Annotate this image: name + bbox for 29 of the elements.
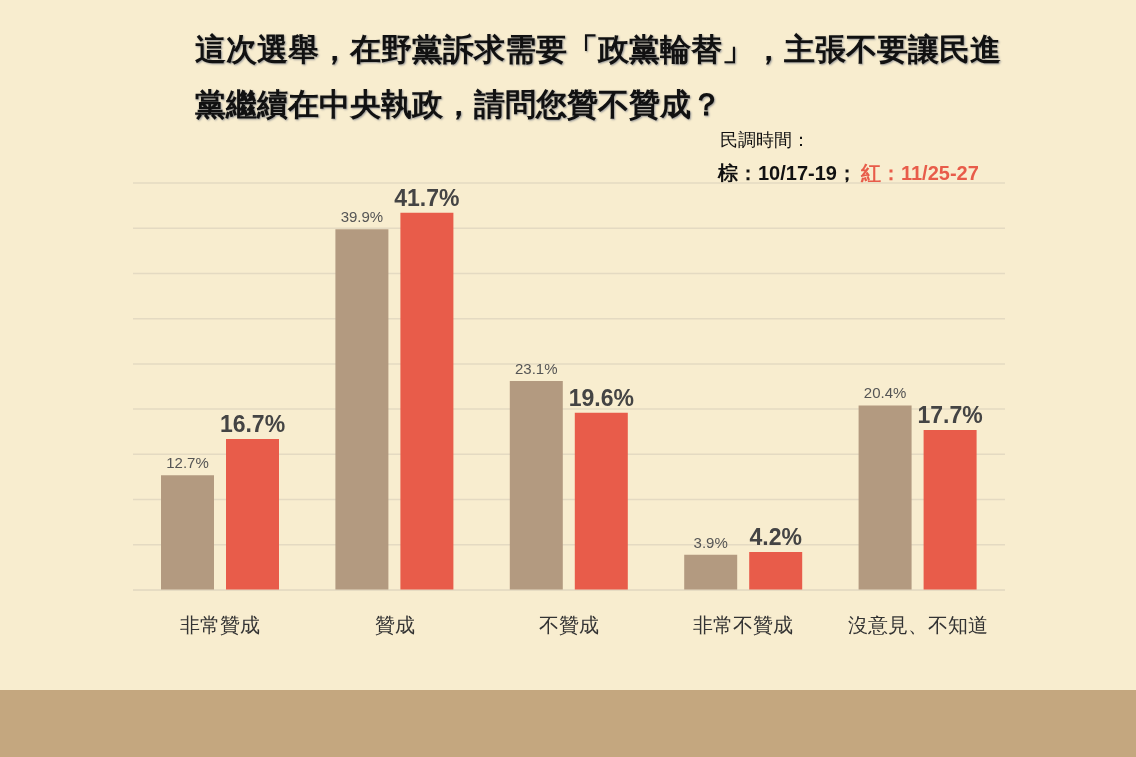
annotation: 紅：11/25-27 [860, 162, 979, 184]
chart-title: 這次選舉，在野黨訴求需要「政黨輪替」，主張不要讓民進黨繼續在中央執政，請問您贊不贊成？ [195, 32, 1001, 122]
bar [226, 438, 279, 590]
data-label: 16.7% [219, 410, 286, 437]
data-label: 23.1% [515, 360, 558, 378]
bar [509, 381, 563, 590]
bar [684, 554, 738, 590]
bar [161, 475, 214, 590]
bar [400, 212, 454, 590]
data-label: 3.9% [693, 533, 728, 551]
data-label: 19.6% [568, 384, 634, 411]
x-tick-label: 非常贊成 [180, 614, 261, 637]
text: 民調時間： [720, 129, 810, 152]
data-label: 20.4% [863, 384, 907, 402]
x-tick-label: 贊成 [374, 614, 415, 637]
bar [749, 552, 803, 590]
bar [858, 405, 912, 590]
data-label: 17.7% [917, 401, 983, 428]
data-label: 39.9% [340, 208, 384, 226]
x-tick-label: 不贊成 [539, 614, 599, 637]
data-label: 12.7% [166, 454, 209, 472]
annotation: 棕：10/17-19； [718, 162, 857, 184]
data-label: 4.2% [749, 524, 802, 551]
x-tick-label: 非常不贊成 [693, 614, 794, 637]
bar [923, 429, 977, 590]
bar [574, 412, 628, 590]
data-label: 41.7% [394, 184, 460, 211]
x-tick-label: 沒意見、不知道 [847, 614, 988, 637]
bar [335, 229, 389, 590]
